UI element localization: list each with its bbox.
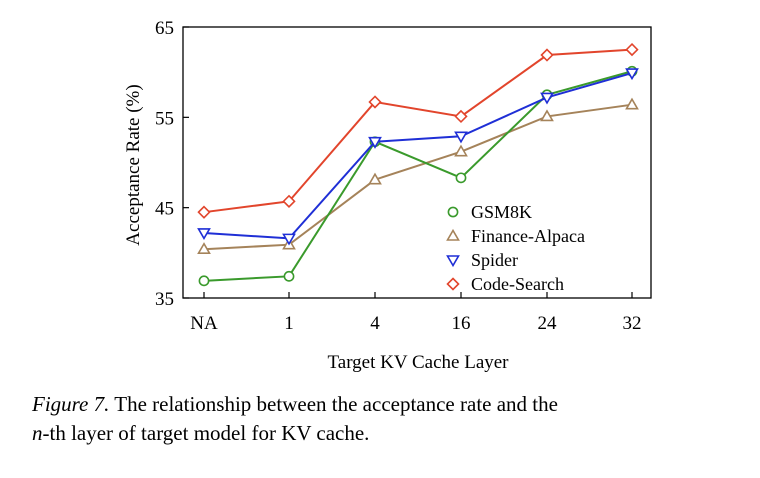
data-point-finance-alpaca [625,97,639,110]
series-line-code-search [203,48,633,214]
y-tick-label: 45 [155,199,174,220]
data-point-gsm8k [455,172,467,184]
y-tick-label: 55 [155,108,174,129]
legend-label: Spider [471,250,518,270]
legend-marker [447,206,459,218]
data-point-gsm8k [198,275,210,287]
data-point-finance-alpaca [540,109,554,122]
data-point-spider [282,233,296,246]
plot-frame [182,26,652,299]
legend: GSM8K Finance-Alpaca Spider Code-Search [446,202,585,294]
data-point-finance-alpaca [368,172,382,185]
data-point-spider [540,92,554,105]
data-point-spider [625,68,639,81]
caption-text-line1: The relationship between the acceptance … [109,392,558,416]
data-point-finance-alpaca [454,144,468,157]
data-point-gsm8k [283,270,295,282]
legend-marker [446,277,460,291]
series-line-finance-alpaca [203,103,633,251]
data-point-code-search [368,95,382,109]
legend-marker [446,255,460,268]
figure-caption: Figure 7. The relationship between the a… [32,390,744,448]
data-point-code-search [540,48,554,62]
x-tick-label: 4 [370,313,380,334]
y-tick-label: 65 [155,18,174,39]
line-chart: 35 45 55 65 NA 1 4 16 24 32 GSM8K Finance-Alpaca Sp… [123,18,652,373]
caption-math-n: n [32,421,43,445]
data-point-spider [454,131,468,144]
series-line-spider [203,72,633,240]
data-point-finance-alpaca [197,242,211,255]
series-layer [197,42,639,287]
data-point-code-search [282,194,296,208]
data-point-code-search [454,109,468,124]
x-axis-label: Target KV Cache Layer [327,352,509,373]
y-axis-label: Acceptance Rate (%) [123,84,144,245]
data-point-code-search [197,205,211,219]
legend-label: Code-Search [471,274,564,294]
y-tick-label: 35 [155,289,174,310]
x-tick-label: 24 [538,313,558,334]
legend-marker [446,228,460,241]
figure-label: Figure 7. [32,392,110,416]
data-point-spider [197,228,211,241]
x-tick-label: 16 [452,313,471,334]
legend-label: GSM8K [471,202,532,222]
legend-label: Finance-Alpaca [471,226,585,246]
caption-text-line2: -th layer of target model for KV cache. [42,421,370,445]
x-tick-label: 32 [623,313,642,334]
x-tick-label: 1 [284,313,294,334]
data-point-code-search [625,42,639,57]
axes: 35 45 55 65 NA 1 4 16 24 32 [155,18,652,334]
series-line-gsm8k [203,70,633,282]
x-tick-label: NA [190,313,218,334]
data-point-spider [368,136,382,149]
